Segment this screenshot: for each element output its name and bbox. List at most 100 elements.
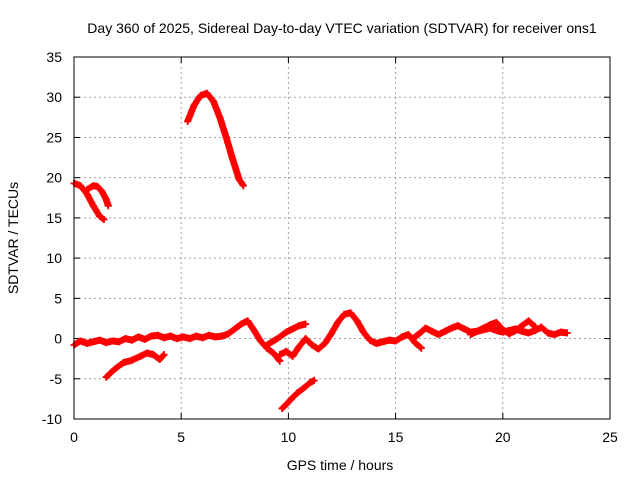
data-point — [263, 341, 271, 349]
data-point — [179, 333, 187, 341]
data-point — [237, 320, 245, 328]
data-point — [409, 335, 417, 343]
y-tick-label: 0 — [54, 331, 62, 347]
data-point — [295, 343, 303, 351]
plot-frame — [73, 56, 611, 420]
x-tick-label: 5 — [177, 429, 185, 445]
data-point — [289, 325, 297, 333]
data-point — [192, 332, 200, 340]
data-point — [196, 92, 204, 100]
data-point — [89, 338, 97, 346]
data-point — [156, 355, 164, 363]
data-point — [505, 330, 513, 338]
data-point — [111, 365, 119, 373]
data-point — [398, 333, 406, 341]
data-point — [537, 323, 545, 331]
data-point — [428, 327, 436, 335]
data-point — [422, 324, 430, 332]
data-point — [209, 97, 217, 105]
data-point — [314, 345, 322, 353]
data-point — [89, 202, 97, 210]
data-point — [119, 359, 127, 367]
data-point — [385, 336, 393, 344]
data-point — [289, 352, 297, 360]
data-point — [154, 331, 162, 339]
data-point — [199, 334, 207, 342]
data-point — [173, 335, 181, 343]
y-tick-label: 15 — [46, 210, 62, 226]
data-point — [269, 349, 277, 357]
series-arc-h — [276, 309, 425, 360]
data-point — [96, 212, 104, 220]
data-point — [512, 327, 520, 335]
data-point — [334, 318, 342, 326]
data-point — [276, 351, 284, 359]
data-point — [415, 330, 423, 338]
y-tick-label: 10 — [46, 250, 62, 266]
x-tick-label: 10 — [281, 429, 297, 445]
series-arc-b — [83, 182, 112, 210]
data-point — [366, 336, 374, 344]
grid — [74, 57, 610, 419]
data-point — [544, 329, 552, 337]
data-point — [441, 327, 449, 335]
x-axis-label: GPS time / hours — [287, 457, 394, 473]
data-point — [486, 321, 494, 329]
data-point — [166, 332, 174, 340]
series-arc-c — [184, 89, 247, 190]
data-point — [83, 339, 91, 347]
data-point — [518, 322, 526, 330]
data-point — [244, 317, 252, 325]
data-point — [102, 195, 110, 203]
series-arc-j — [467, 317, 539, 339]
data-point — [379, 338, 387, 346]
data-point — [347, 309, 355, 317]
data-point — [160, 334, 168, 342]
series-arc-d — [102, 349, 168, 381]
data-point — [94, 183, 102, 191]
data-point — [302, 335, 310, 343]
data-point — [141, 335, 149, 343]
data-point — [327, 330, 335, 338]
data-point — [392, 337, 400, 345]
data-point — [454, 322, 462, 330]
data-point — [235, 175, 243, 183]
data-point — [282, 401, 290, 409]
data-point — [76, 182, 84, 190]
data-point — [353, 317, 361, 325]
data-point — [492, 318, 500, 326]
data-point — [76, 337, 84, 345]
data-point — [224, 330, 232, 338]
data-point — [100, 215, 108, 223]
data-point — [104, 202, 112, 210]
data-point — [269, 337, 277, 345]
data-point — [239, 182, 247, 190]
data-point — [550, 331, 558, 339]
data-point — [417, 344, 425, 352]
data-point — [282, 328, 290, 336]
data-point — [531, 322, 539, 330]
data-point — [404, 331, 412, 339]
data-point — [143, 349, 151, 357]
data-point — [102, 373, 110, 381]
data-point — [250, 327, 258, 335]
data-point — [480, 324, 488, 332]
data-point — [372, 339, 380, 347]
data-point — [128, 336, 136, 344]
data-point — [222, 133, 230, 141]
data-point — [184, 117, 192, 125]
data-point — [102, 339, 110, 347]
x-tick-label: 15 — [388, 429, 404, 445]
data-point — [340, 310, 348, 318]
data-point — [525, 329, 533, 337]
y-tick-label: 5 — [54, 290, 62, 306]
data-point — [203, 89, 211, 97]
data-point — [205, 331, 213, 339]
data-point — [128, 356, 136, 364]
data-point — [121, 335, 129, 343]
data-point — [282, 347, 290, 355]
y-tick-label: 35 — [46, 49, 62, 65]
data-point — [186, 335, 194, 343]
data-point — [434, 331, 442, 339]
